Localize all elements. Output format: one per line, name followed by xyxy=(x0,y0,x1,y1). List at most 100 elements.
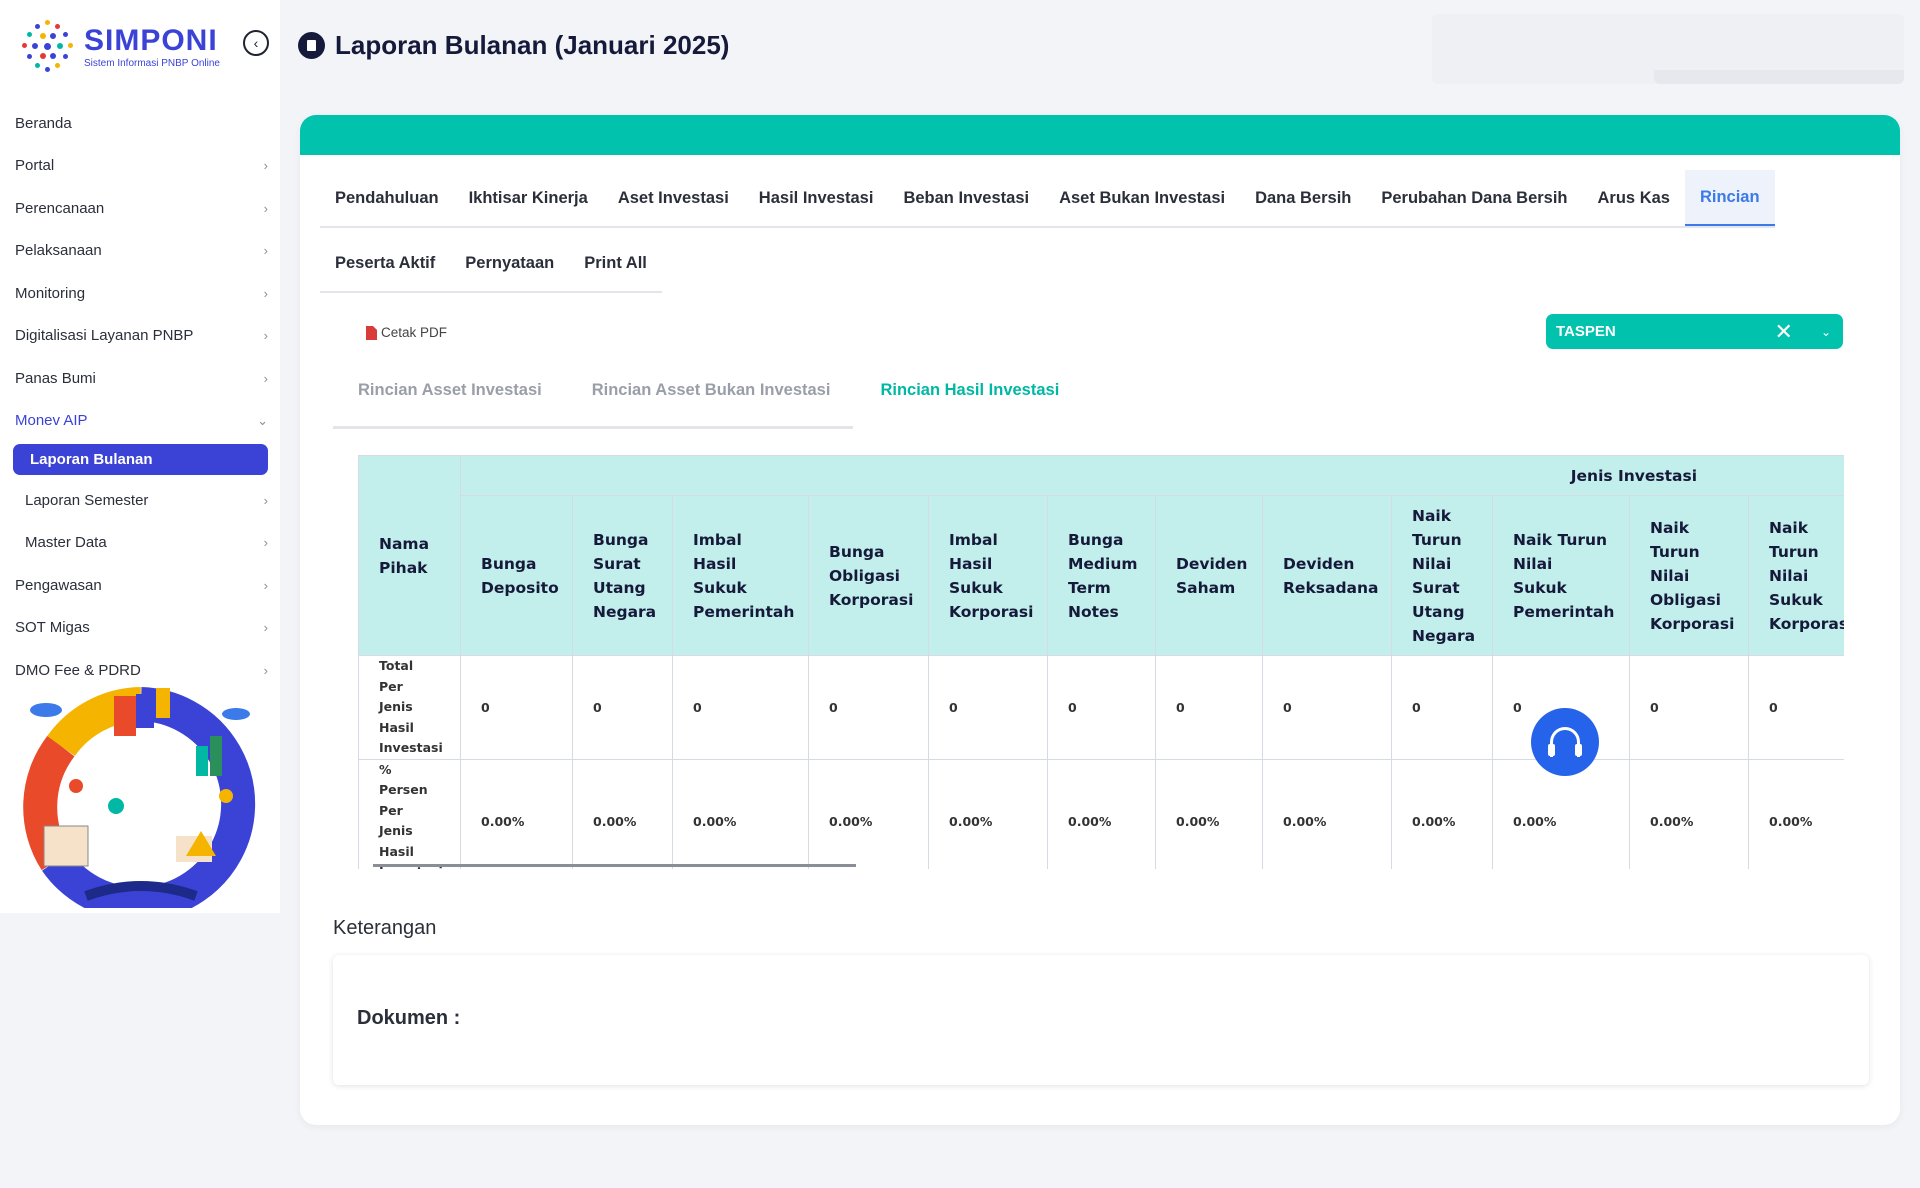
column-header-bunga-obligasi-korporasi: Bunga Obligasi Korporasi xyxy=(808,495,929,656)
table-cell: 0 xyxy=(1391,655,1493,760)
sidebar-item-digitalisasi-layanan-pnbp[interactable]: Digitalisasi Layanan PNBP › xyxy=(0,315,280,358)
cetak-pdf-label: Cetak PDF xyxy=(381,325,448,340)
column-header-naik-turun-nilai-surat-utang-negara: Naik Turun Nilai Surat Utang Negara xyxy=(1391,495,1493,656)
column-header-bunga-medium-term-notes: Bunga Medium Term Notes xyxy=(1047,495,1156,656)
support-chat-button[interactable] xyxy=(1531,708,1599,776)
chevron-left-icon: ‹ xyxy=(253,35,259,51)
sidebar-item-perencanaan[interactable]: Perencanaan › xyxy=(0,187,280,230)
rincian-hasil-table-container[interactable]: Nama Pihak Jenis Investasi Bunga Deposit… xyxy=(358,455,1844,869)
tab-print-all[interactable]: Print All xyxy=(584,253,647,272)
column-header-naik-turun-nilai-sukuk-pemerintah: Naik Turun Nilai Sukuk Pemerintah xyxy=(1492,495,1630,656)
card-header-band xyxy=(300,115,1900,155)
tab-dana-bersih[interactable]: Dana Bersih xyxy=(1255,188,1352,207)
chevron-down-icon: ⌄ xyxy=(257,412,268,428)
chevron-right-icon: › xyxy=(263,662,268,678)
table-cell: 0 xyxy=(1262,655,1392,760)
sidebar-item-sot-migas[interactable]: SOT Migas › xyxy=(0,607,280,650)
tab-beban-investasi[interactable]: Beban Investasi xyxy=(903,188,1030,207)
row-label: Total Per Jenis Hasil Investasi xyxy=(358,655,461,760)
sidebar-item-pengawasan[interactable]: Pengawasan › xyxy=(0,564,280,607)
table-cell: 0 xyxy=(572,655,673,760)
sidebar-item-beranda[interactable]: Beranda xyxy=(0,102,280,145)
sidebar-item-laporan-bulanan[interactable]: Laporan Bulanan xyxy=(13,444,268,475)
group-header-jenis-investasi: Jenis Investasi xyxy=(459,455,1844,496)
subtabs-divider xyxy=(333,426,853,429)
collapse-sidebar-button[interactable]: ‹ xyxy=(243,30,269,56)
page-title: Laporan Bulanan (Januari 2025) xyxy=(335,30,730,60)
table-cell: 0.00% xyxy=(1629,758,1749,869)
column-header-deviden-reksadana: Deviden Reksadana xyxy=(1262,495,1392,656)
column-header-nama-pihak: Nama Pihak xyxy=(358,455,461,656)
horizontal-scrollbar[interactable] xyxy=(373,864,856,867)
chevron-right-icon: › xyxy=(263,285,268,301)
pdf-icon xyxy=(366,325,377,340)
tab-ikhtisar-kinerja[interactable]: Ikhtisar Kinerja xyxy=(468,188,588,207)
tab-perubahan-dana-bersih[interactable]: Perubahan Dana Bersih xyxy=(1381,188,1568,207)
table-cell: 0.00% xyxy=(460,758,573,869)
sidebar-item-monitoring[interactable]: Monitoring › xyxy=(0,272,280,315)
column-header-bunga-deposito: Bunga Deposito xyxy=(460,495,573,656)
sidebar-item-laporan-semester[interactable]: Laporan Semester › xyxy=(0,479,280,522)
subtab-rincian-hasil-investasi[interactable]: Rincian Hasil Investasi xyxy=(880,380,1060,399)
sidebar-illustration xyxy=(23,687,256,908)
table-cell: 0.00% xyxy=(1492,758,1630,869)
report-tabs-row2: Peserta Aktif Pernyataan Print All xyxy=(320,235,662,293)
chevron-right-icon: › xyxy=(263,492,268,508)
keterangan-box: Dokumen : xyxy=(333,955,1869,1085)
cetak-pdf-button[interactable]: Cetak PDF xyxy=(366,325,447,340)
table-cell: 0.00% xyxy=(1391,758,1493,869)
sidebar-item-monev-aip[interactable]: Monev AIP ⌄ xyxy=(0,400,280,443)
tab-peserta-aktif[interactable]: Peserta Aktif xyxy=(335,253,436,272)
sidebar-nav: Beranda Portal › Perencanaan › Pelaksanaan › Mo… xyxy=(0,102,280,692)
sidebar-item-pelaksanaan[interactable]: Pelaksanaan › xyxy=(0,230,280,273)
report-icon xyxy=(298,32,325,59)
rincian-subtabs: Rincian Asset Investasi Rincian Asset Buk… xyxy=(333,358,1084,422)
table-cell: 0 xyxy=(808,655,929,760)
tab-rincian[interactable]: Rincian xyxy=(1684,170,1775,226)
user-area[interactable] xyxy=(1432,14,1904,84)
chevron-right-icon: › xyxy=(263,158,268,174)
sidebar-item-dmo-fee-pdrd[interactable]: DMO Fee & PDRD › xyxy=(0,649,280,692)
column-header-deviden-saham: Deviden Saham xyxy=(1155,495,1263,656)
rincian-hasil-table: Nama Pihak Jenis Investasi Bunga Deposit… xyxy=(358,455,1844,869)
tab-hasil-investasi[interactable]: Hasil Investasi xyxy=(758,188,874,207)
table-cell: 0.00% xyxy=(1047,758,1156,869)
subtab-rincian-asset-bukan-investasi[interactable]: Rincian Asset Bukan Investasi xyxy=(591,380,831,399)
sidebar-item-label: Pelaksanaan xyxy=(15,242,102,260)
sidebar-item-label: Perencanaan xyxy=(15,199,105,217)
sidebar-item-master-data[interactable]: Master Data › xyxy=(0,522,280,565)
tab-pernyataan[interactable]: Pernyataan xyxy=(465,253,555,272)
sidebar-item-label: Beranda xyxy=(15,114,72,132)
tab-arus-kas[interactable]: Arus Kas xyxy=(1597,188,1670,207)
chevron-right-icon: › xyxy=(263,243,268,259)
sidebar-item-label: Digitalisasi Layanan PNBP xyxy=(15,327,194,345)
chevron-right-icon: › xyxy=(263,620,268,636)
table-row: Total Per Jenis Hasil Investasi 0 0 0 0 0 0 0 0 0… xyxy=(358,655,1844,760)
simponi-logo[interactable]: SIMPONI Sistem Informasi PNBP Online xyxy=(18,18,220,76)
page-header: Laporan Bulanan (Januari 2025) xyxy=(298,30,729,61)
sidebar-item-label: Master Data xyxy=(25,534,107,552)
clear-icon[interactable]: ✕ xyxy=(1774,318,1793,344)
table-cell: 0 xyxy=(460,655,573,760)
table-cell: 0.00% xyxy=(572,758,673,869)
entity-select[interactable]: TASPEN ✕ ⌄ xyxy=(1546,314,1843,349)
table-cell: 0 xyxy=(1047,655,1156,760)
tab-aset-bukan-investasi[interactable]: Aset Bukan Investasi xyxy=(1059,188,1226,207)
sidebar-item-portal[interactable]: Portal › xyxy=(0,145,280,188)
tab-aset-investasi[interactable]: Aset Investasi xyxy=(617,188,729,207)
table-row: % Persen Per Jenis Hasil Investasi0.00%0… xyxy=(358,758,1844,869)
sidebar-item-label: Panas Bumi xyxy=(15,369,96,387)
table-cell: 0 xyxy=(1155,655,1263,760)
subtab-rincian-asset-investasi[interactable]: Rincian Asset Investasi xyxy=(358,380,542,399)
tab-pendahuluan[interactable]: Pendahuluan xyxy=(335,188,439,207)
chevron-down-icon[interactable]: ⌄ xyxy=(1820,324,1831,339)
logo-title: SIMPONI xyxy=(84,23,218,57)
table-cell: 0.00% xyxy=(1747,758,1844,869)
sidebar-item-panas-bumi[interactable]: Panas Bumi › xyxy=(0,357,280,400)
chevron-right-icon: › xyxy=(263,328,268,344)
sidebar-item-label: Pengawasan xyxy=(15,576,102,594)
column-header-naik-turun-nilai-sukuk-korporasi: Naik Turun Nilai Sukuk Korporasi xyxy=(1747,495,1844,656)
sidebar-item-label: SOT Migas xyxy=(15,619,90,637)
headset-icon xyxy=(1548,727,1582,757)
column-header-imbal-hasil-sukuk-pemerintah: Imbal Hasil Sukuk Pemerintah xyxy=(672,495,809,656)
